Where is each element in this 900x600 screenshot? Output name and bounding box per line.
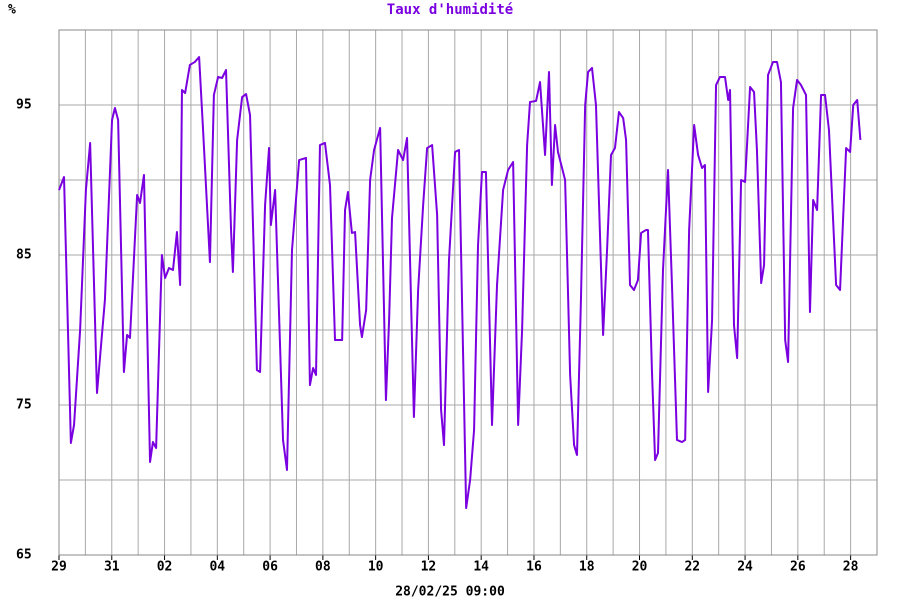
chart-title: Taux d'humidité (387, 2, 513, 18)
x-tick-label: 10 (368, 560, 384, 575)
x-tick-label: 12 (421, 560, 437, 575)
x-tick-label: 31 (104, 560, 120, 575)
x-tick-label: 06 (262, 560, 278, 575)
y-tick-label: 75 (16, 398, 32, 413)
y-tick-label: 95 (16, 98, 32, 113)
x-tick-label: 08 (315, 560, 331, 575)
x-tick-label: 28 (843, 560, 859, 575)
x-tick-label: 14 (473, 560, 489, 575)
x-tick-label: 22 (684, 560, 700, 575)
y-tick-label: 65 (16, 548, 32, 563)
x-tick-label: 26 (790, 560, 806, 575)
x-label: 28/02/25 09:00 (395, 585, 505, 600)
x-tick-label: 29 (51, 560, 67, 575)
x-tick-label: 20 (632, 560, 648, 575)
y-unit: % (8, 3, 16, 18)
x-tick-label: 18 (579, 560, 595, 575)
data-line (58, 56, 862, 510)
x-tick-label: 02 (157, 560, 173, 575)
y-tick-label: 85 (16, 248, 32, 263)
x-tick-label: 16 (526, 560, 542, 575)
x-tick-label: 04 (209, 560, 225, 575)
x-tick-label: 24 (737, 560, 753, 575)
plot-frame (58, 29, 878, 556)
